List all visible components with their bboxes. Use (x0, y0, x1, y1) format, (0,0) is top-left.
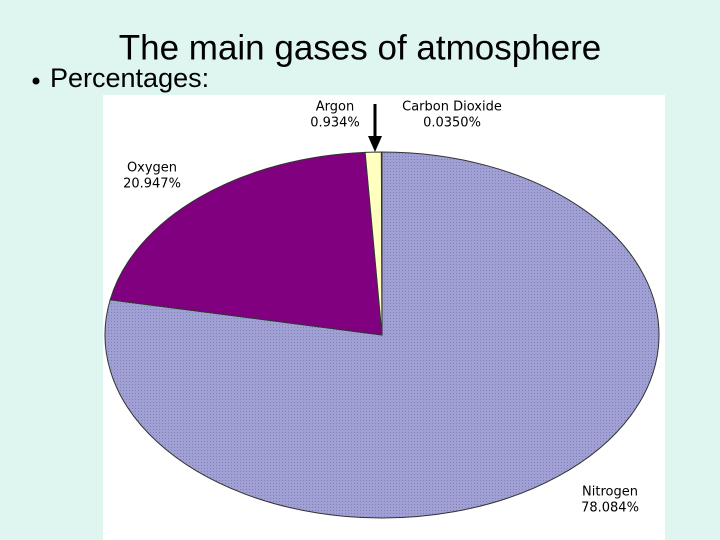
bullet-dot (32, 77, 40, 85)
pie-slice (104, 151, 660, 519)
bullet-text: Percentages: (50, 63, 209, 93)
pie-slice (380, 151, 383, 336)
slice-value-label: 0.0350% (423, 116, 481, 131)
slice-name: Nitrogen (582, 485, 638, 500)
arrow-head (368, 136, 382, 152)
slide-title: The main gases of atmosphere (119, 28, 601, 67)
slice-name: Oxygen (127, 161, 177, 176)
slice-name: Argon (316, 100, 354, 115)
pie-slice (109, 151, 383, 336)
slice-value-label: 78.084% (581, 501, 639, 516)
pie (104, 151, 660, 519)
slice-name: Carbon Dioxide (402, 100, 502, 115)
slice-value-label: 20.947% (123, 177, 181, 192)
slice-value-label: 0.934% (310, 116, 360, 131)
